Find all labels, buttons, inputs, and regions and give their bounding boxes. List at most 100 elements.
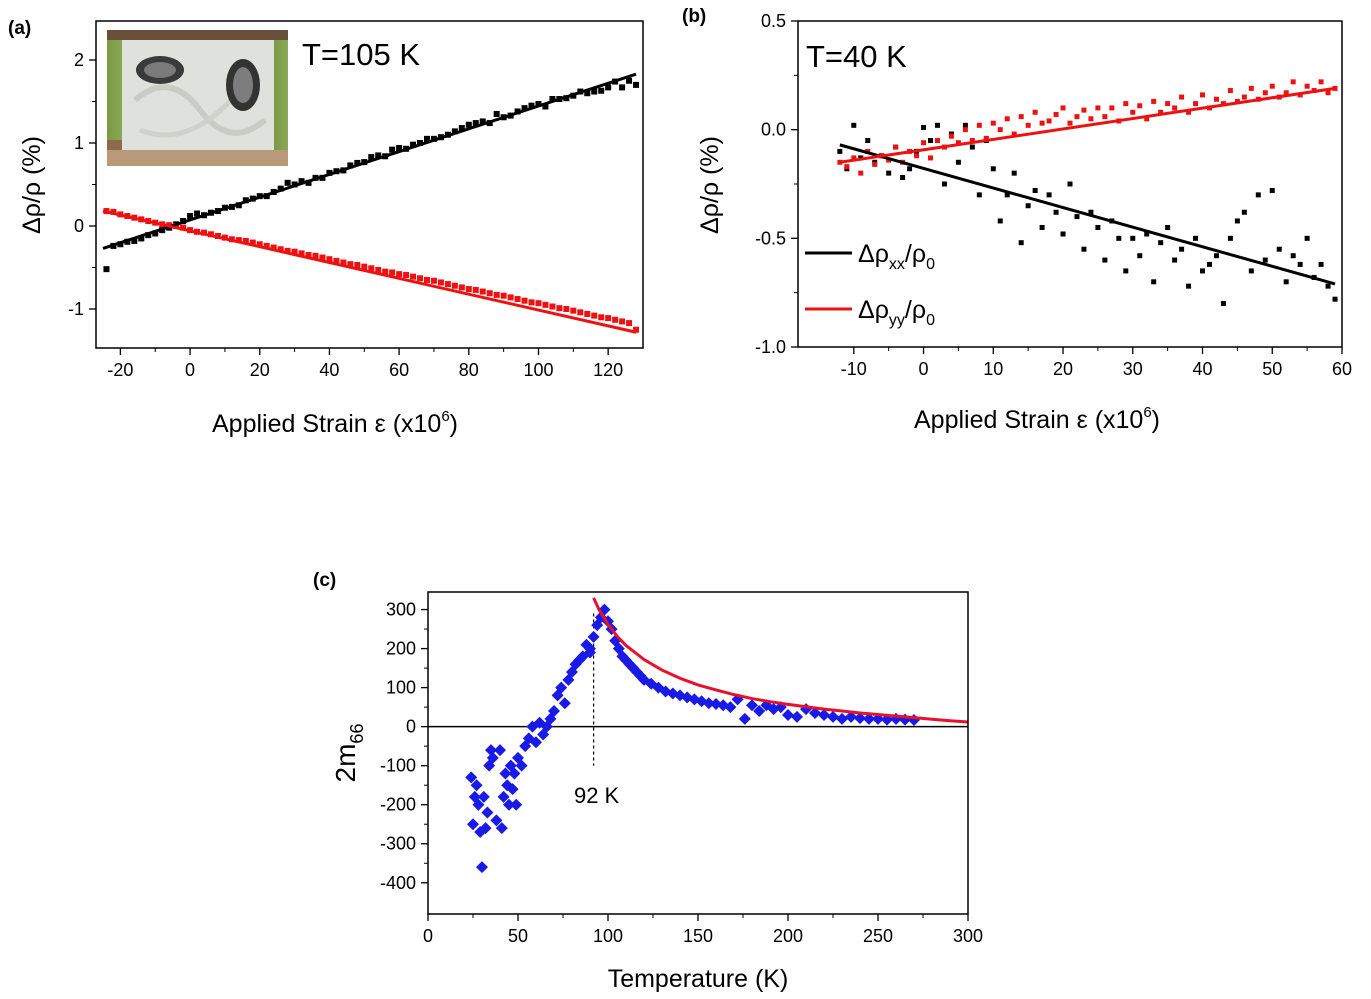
x-axis-title-a: Applied Strain ε (x106) [212, 408, 458, 438]
data-point-series-0 [1039, 224, 1045, 230]
data-point-series-0 [542, 103, 549, 110]
x-tick-label: 150 [683, 926, 713, 946]
y-tick-label: -1 [68, 299, 84, 319]
x-tick-label: 50 [508, 926, 528, 946]
data-point-series-0 [934, 122, 940, 128]
data-point-series-1 [1032, 109, 1038, 115]
data-point-diamond [863, 712, 875, 725]
panel-label-c: (c) [313, 570, 336, 591]
data-point-diamond [465, 771, 478, 784]
data-point-series-0 [626, 77, 633, 84]
data-point-series-1 [921, 140, 927, 146]
data-point-series-1 [1053, 111, 1059, 117]
data-point-series-0 [1172, 257, 1178, 263]
data-point-series-1 [1179, 94, 1185, 100]
data-point-series-0 [187, 213, 194, 220]
data-point-series-1 [563, 305, 570, 312]
data-point-series-0 [396, 144, 403, 151]
data-point-series-0 [900, 174, 906, 180]
x-tick-label: 30 [1123, 359, 1143, 379]
plot-area-c [465, 597, 969, 874]
data-point-series-1 [549, 303, 556, 310]
legend-label-xx: Δρxx/ρ0 [858, 240, 935, 273]
data-point-series-0 [1227, 235, 1233, 241]
data-point-series-1 [1081, 107, 1087, 113]
data-point-series-0 [997, 218, 1003, 224]
data-point-diamond [791, 710, 803, 723]
x-axis-c: 0 50 100 150 200 250 300 [423, 914, 983, 946]
plot-frame-c [427, 591, 969, 915]
fit-curve [592, 597, 969, 724]
data-point-series-1 [451, 282, 458, 289]
data-point-series-0 [1220, 301, 1226, 307]
y-axis-b: -1.0 -0.5 0.0 0.5 [755, 11, 798, 357]
x-tick-label: 40 [1192, 359, 1212, 379]
data-point-series-1 [1172, 105, 1178, 111]
data-point-series-0 [347, 162, 354, 169]
data-point-series-1 [396, 271, 403, 278]
data-point-diamond [515, 759, 528, 772]
y-tick-label: 200 [386, 639, 416, 659]
data-point-series-1 [1234, 98, 1240, 104]
x-tick-label: 10 [983, 359, 1003, 379]
data-point-series-1 [1193, 101, 1199, 107]
data-point-series-1 [990, 120, 996, 126]
data-point-series-1 [368, 265, 375, 272]
x-tick-label: -10 [841, 359, 867, 379]
data-point-series-1 [844, 164, 850, 170]
data-point-series-0 [633, 81, 640, 88]
data-point-series-1 [1137, 103, 1143, 109]
data-point-series-1 [851, 155, 857, 161]
data-point-diamond [530, 736, 542, 749]
data-point-series-0 [1283, 279, 1289, 285]
data-point-diamond [845, 710, 857, 723]
data-point-series-1 [1200, 92, 1206, 98]
data-point-diamond [782, 708, 794, 721]
data-point-series-1 [500, 292, 507, 299]
data-point-series-1 [1095, 105, 1101, 111]
data-point-series-1 [1158, 109, 1164, 115]
data-point-series-1 [598, 314, 605, 321]
data-point-series-1 [284, 247, 291, 254]
x-tick-label: -20 [107, 360, 133, 380]
data-point-diamond [508, 767, 521, 780]
data-point-series-0 [837, 148, 843, 154]
data-point-series-1 [893, 144, 899, 150]
data-point-series-0 [305, 179, 312, 186]
data-point-series-1 [619, 318, 626, 325]
data-point-series-0 [1186, 283, 1192, 289]
data-point-series-1 [1102, 114, 1108, 120]
data-point-series-0 [493, 110, 500, 117]
data-point-series-0 [865, 138, 871, 144]
x-tick-label: 20 [250, 360, 270, 380]
x-tick-label: 200 [773, 926, 803, 946]
data-point-diamond [836, 712, 848, 725]
data-point-series-0 [1269, 188, 1275, 194]
data-point-diamond [702, 697, 715, 710]
data-point-diamond [495, 822, 508, 835]
data-point-series-0 [1004, 192, 1010, 198]
data-point-series-0 [1018, 240, 1024, 246]
data-point-diamond [506, 783, 519, 796]
data-point-diamond [587, 630, 600, 643]
fit-line-series-1 [102, 209, 637, 334]
data-point-series-0 [152, 230, 159, 237]
data-point-series-0 [277, 185, 284, 192]
data-point-series-1 [962, 127, 968, 133]
data-point-diamond [490, 814, 503, 827]
data-point-series-0 [1060, 231, 1066, 237]
data-point-series-1 [914, 153, 920, 159]
fit-line-series-0 [839, 143, 1336, 286]
data-point-series-0 [1123, 268, 1129, 274]
data-point-series-0 [1165, 224, 1171, 230]
x-axis-title-b: Applied Strain ε (x106) [914, 404, 1160, 434]
data-point-series-0 [451, 128, 458, 135]
data-point-series-0 [619, 84, 626, 91]
data-point-series-0 [1011, 170, 1017, 176]
data-point-diamond [499, 767, 512, 780]
data-point-series-1 [458, 284, 465, 291]
data-point-series-1 [305, 252, 312, 259]
data-point-diamond [467, 818, 479, 831]
panel-a: (a) -20 0 20 40 60 80 100 120 -1 0 1 2 T=105 K App… [8, 18, 644, 438]
data-point-diamond [486, 751, 499, 764]
